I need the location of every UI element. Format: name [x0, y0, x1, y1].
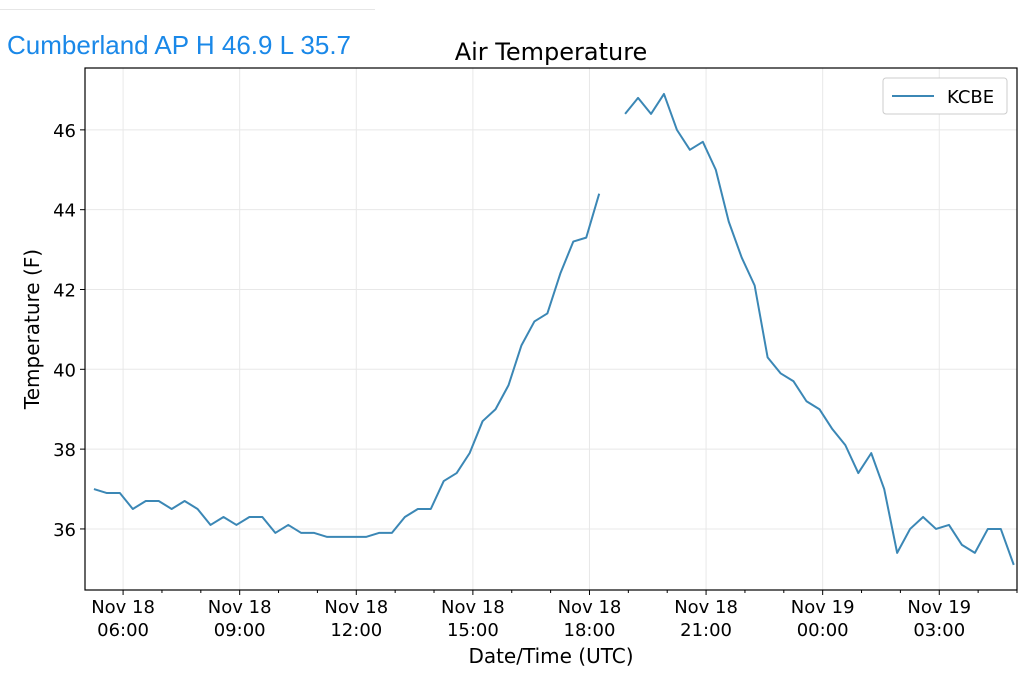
x-tick-label: Nov 19 — [907, 597, 971, 618]
y-tick-label: 36 — [53, 520, 76, 541]
plot-frame — [84, 67, 1018, 591]
x-tick-label: Nov 18 — [208, 597, 272, 618]
x-tick-label: 12:00 — [330, 620, 382, 641]
x-tick-label: 06:00 — [97, 620, 149, 641]
x-tick-label: 00:00 — [797, 620, 849, 641]
y-tick-label: 38 — [53, 440, 76, 461]
grid — [85, 68, 1017, 590]
x-tick-label: 09:00 — [214, 620, 266, 641]
x-axis-label: Date/Time (UTC) — [468, 644, 633, 668]
chart-title: Air Temperature — [455, 38, 648, 66]
station-summary: Cumberland AP H 46.9 L 35.7 — [7, 30, 352, 60]
legend-box — [882, 77, 1008, 115]
y-axis-label: Temperature (F) — [20, 249, 44, 410]
y-tick-label: 46 — [53, 121, 76, 142]
y-tick-label: 42 — [53, 280, 76, 301]
series-line-kcbe — [93, 193, 601, 538]
series-line-kcbe — [624, 92, 1015, 566]
series-lines — [93, 92, 1015, 566]
x-tick-label: Nov 19 — [791, 597, 855, 618]
x-tick-label: Nov 18 — [558, 597, 622, 618]
y-tick-label: 44 — [53, 201, 76, 222]
x-tick-label: Nov 18 — [324, 597, 388, 618]
legend-label-kcbe: KCBE — [947, 87, 994, 108]
x-tick-label: 03:00 — [913, 620, 965, 641]
top-divider — [0, 9, 375, 10]
x-tick-label: 18:00 — [564, 620, 616, 641]
x-tick-label: 21:00 — [680, 620, 732, 641]
x-tick-label: 15:00 — [447, 620, 499, 641]
x-tick-label: Nov 18 — [441, 597, 505, 618]
x-tick-label: Nov 18 — [674, 597, 738, 618]
legend: KCBE — [882, 77, 1008, 115]
x-tick-label: Nov 18 — [91, 597, 155, 618]
y-tick-label: 40 — [53, 360, 76, 381]
